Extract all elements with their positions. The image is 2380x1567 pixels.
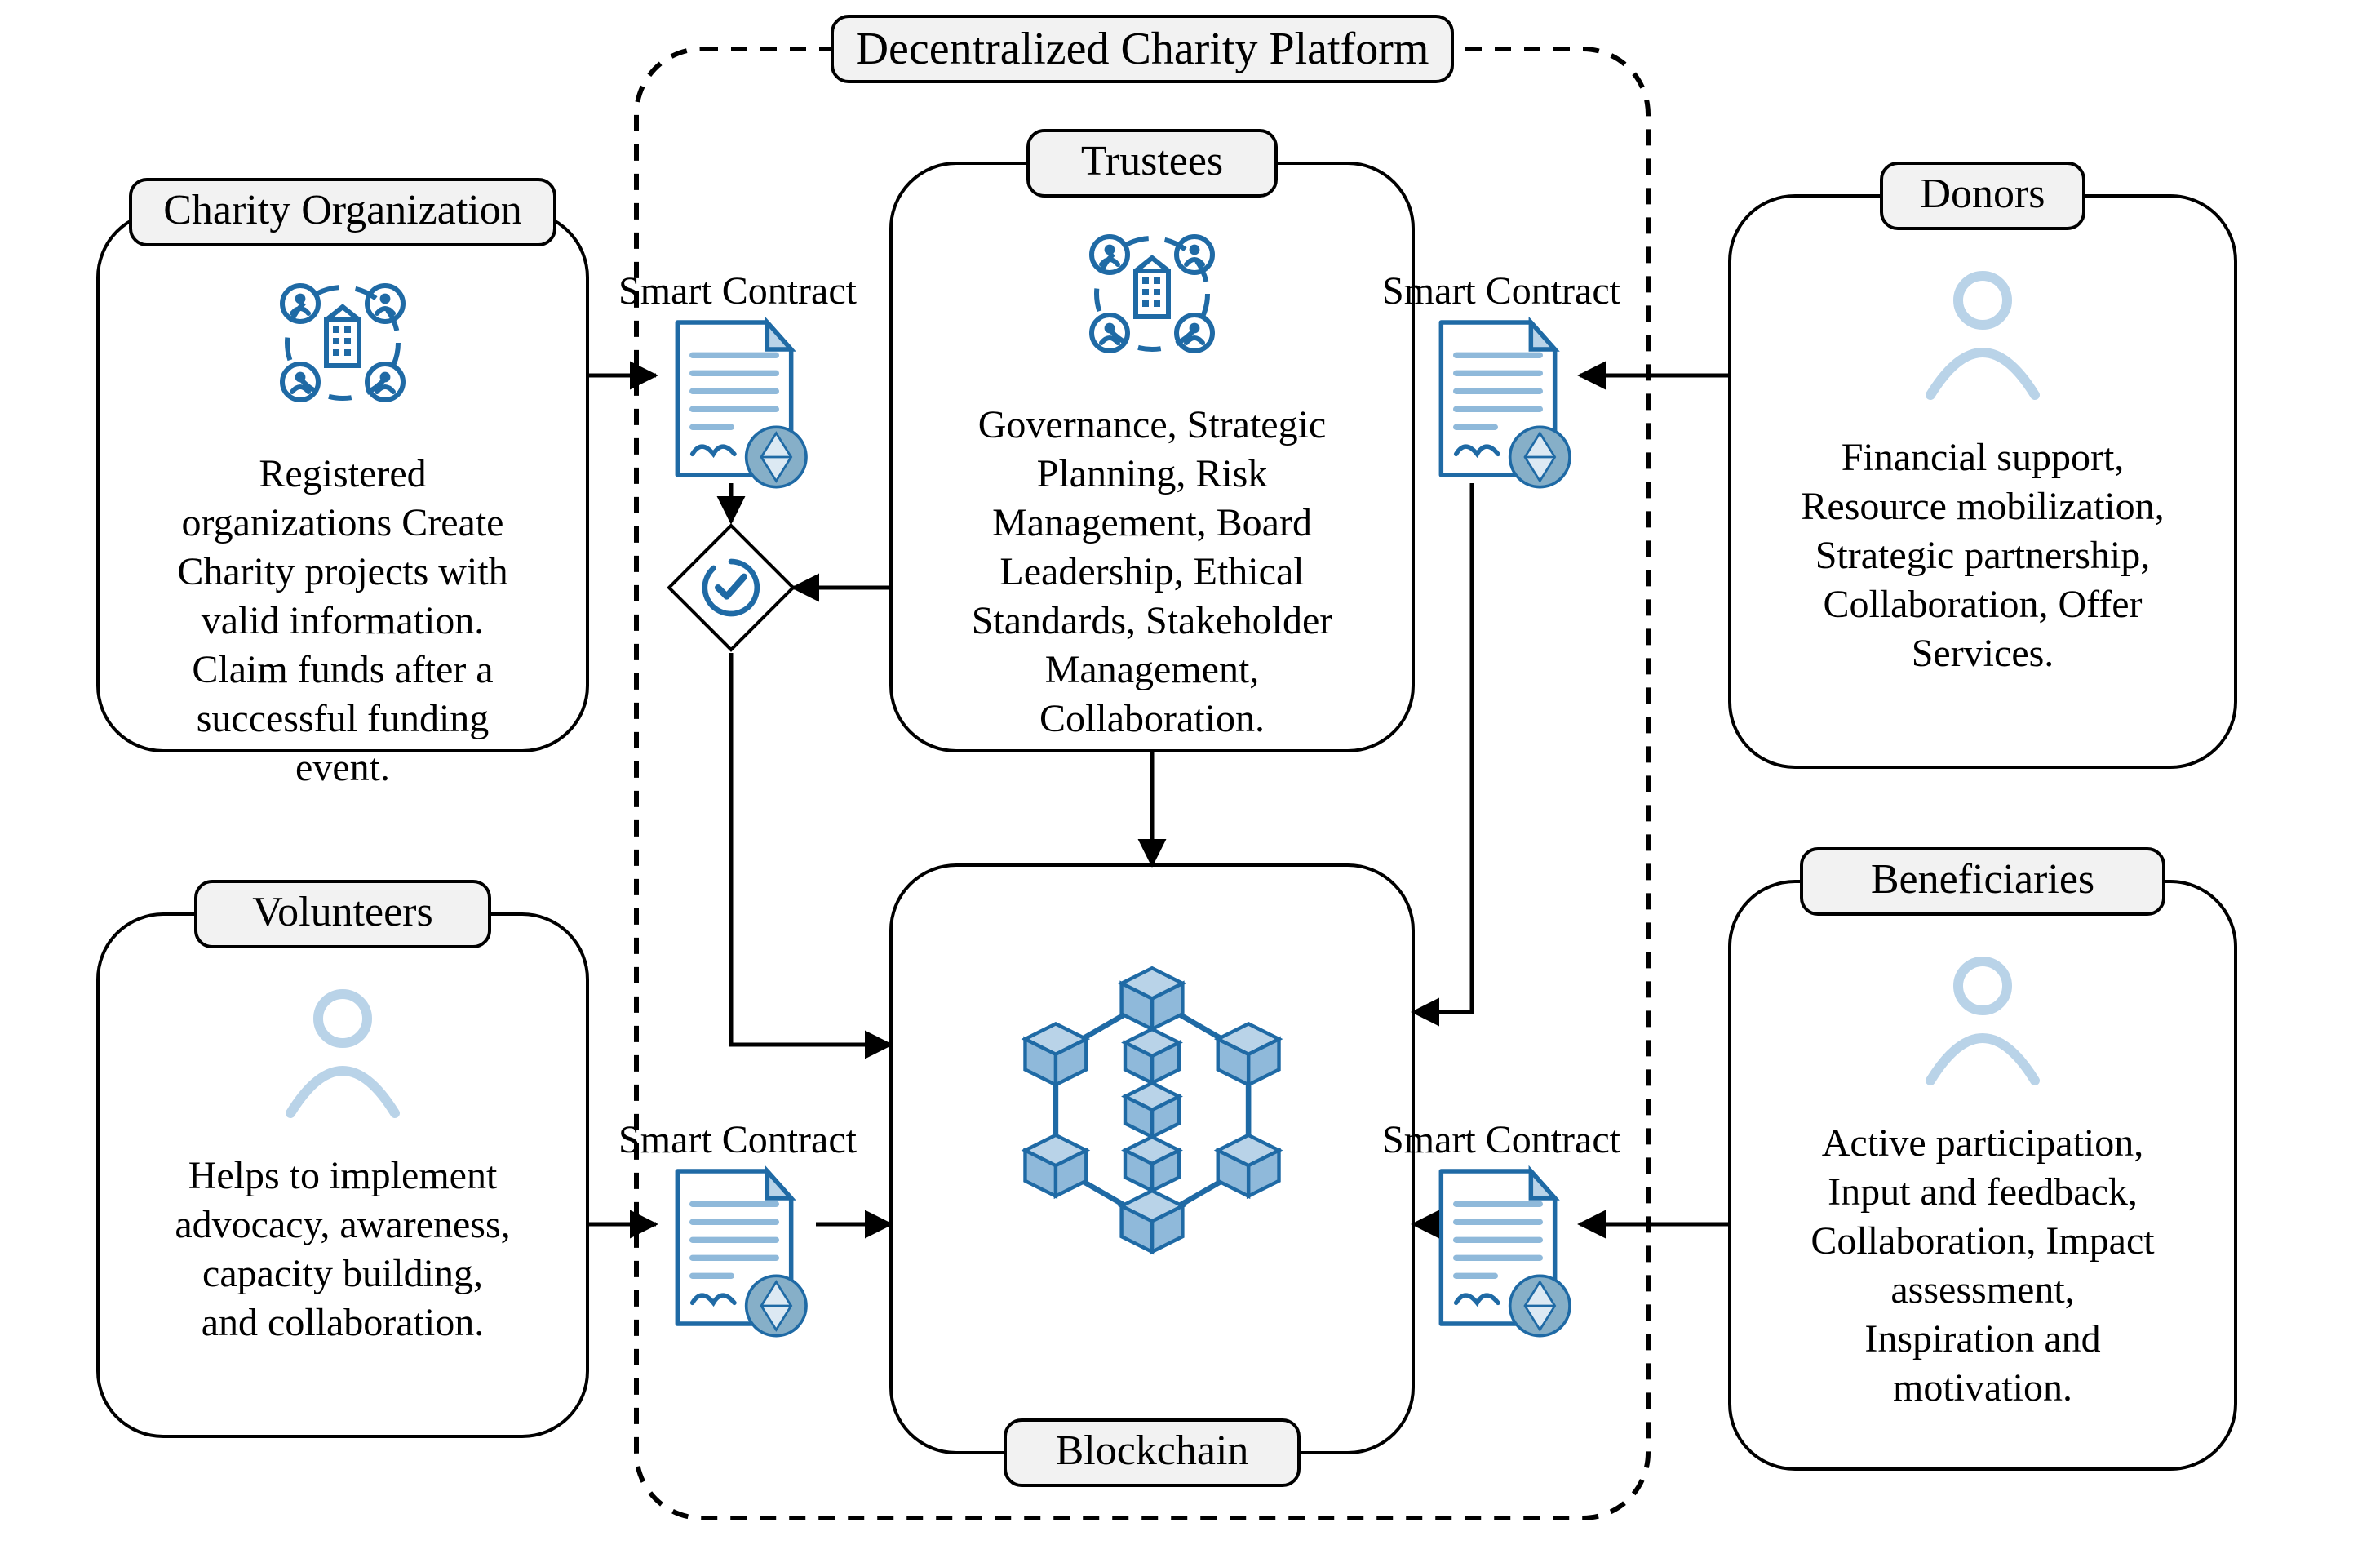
edge-3 <box>731 653 891 1045</box>
sc_top_right: Smart Contract <box>1382 269 1621 487</box>
node-title: Blockchain <box>1056 1427 1249 1474</box>
node-trustees: TrusteesGovernance, StrategicPlanning, R… <box>891 131 1413 751</box>
sc_bot_left: Smart Contract <box>618 1118 858 1336</box>
smart-contract-icon <box>677 322 806 487</box>
node-charity_org: Charity Organization Registeredorganizati… <box>98 180 587 789</box>
node-blockchain: Blockchain <box>891 865 1413 1485</box>
smart-contract-label: Smart Contract <box>618 269 858 313</box>
smart-contract-icon <box>1441 1171 1570 1336</box>
smart-contract-icon <box>1441 322 1570 487</box>
node-title: Volunteers <box>252 889 432 935</box>
smart-contract-label: Smart Contract <box>618 1118 858 1161</box>
decision-diamond <box>669 526 793 650</box>
sc_top_left: Smart Contract <box>618 269 858 487</box>
node-title: Charity Organization <box>163 187 522 233</box>
node-title: Trustees <box>1081 138 1223 184</box>
node-donors: DonorsFinancial support,Resource mobiliz… <box>1730 163 2236 767</box>
node-beneficiaries: BeneficiariesActive participation,Input … <box>1730 849 2236 1469</box>
node-body: Registeredorganizations CreateCharity pr… <box>177 452 507 789</box>
node-title: Beneficiaries <box>1871 856 2094 903</box>
smart-contract-icon <box>677 1171 806 1336</box>
node-volunteers: VolunteersHelps to implementadvocacy, aw… <box>98 881 587 1436</box>
sc_bot_right: Smart Contract <box>1382 1118 1621 1336</box>
node-title: Donors <box>1920 171 2045 217</box>
platform-title: Decentralized Charity Platform <box>856 24 1429 74</box>
edge-6 <box>1413 483 1472 1012</box>
smart-contract-label: Smart Contract <box>1382 1118 1621 1161</box>
smart-contract-label: Smart Contract <box>1382 269 1621 313</box>
